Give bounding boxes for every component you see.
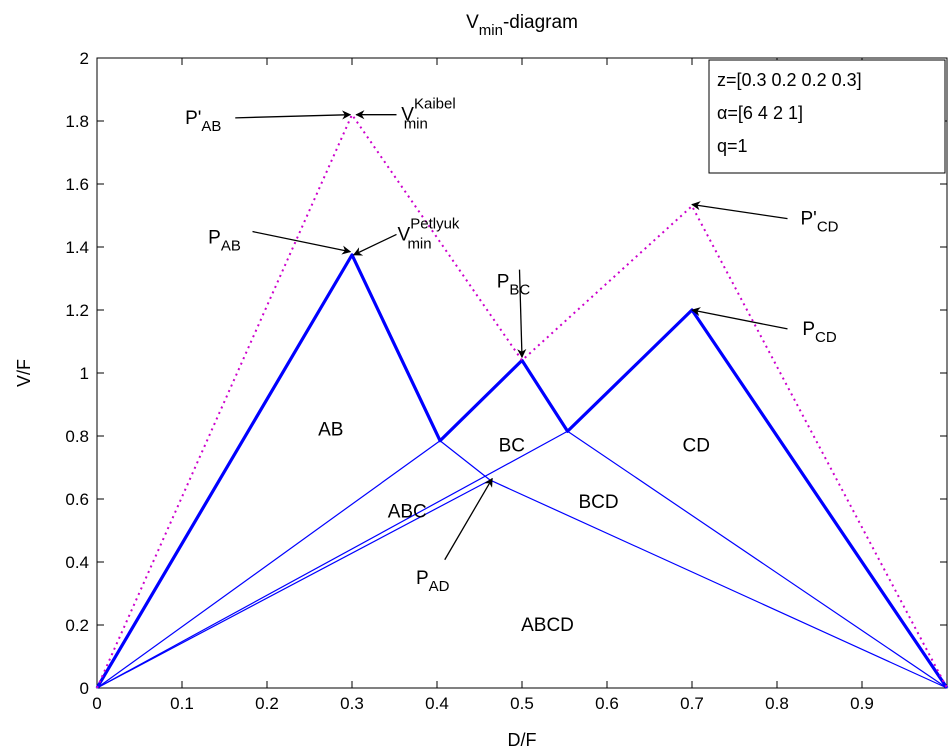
x-tick-label: 0.6 (595, 694, 619, 713)
v-min-petlyuk-label: VPetlyuk min (398, 215, 460, 252)
y-tick-label: 1.2 (65, 301, 89, 320)
p-prime-cd-label: P'CD (801, 209, 839, 236)
p-ad-sub: AD (429, 578, 450, 595)
p-prime-ab-arrow (235, 110, 352, 120)
x-tick-label: 0 (92, 694, 101, 713)
legend-line-text: q=1 (717, 136, 748, 156)
y-tick-label: 1.4 (65, 238, 89, 257)
v-min-petlyuk-sub: min (407, 235, 431, 252)
y-tick-label: 0 (80, 679, 89, 698)
x-tick-label: 0.2 (255, 694, 279, 713)
x-tick-label: 0.5 (510, 694, 534, 713)
y-tick-label: 1 (80, 364, 89, 383)
chart-title: Vmin-diagram (466, 12, 578, 39)
v-min-kaibel-label: VKaibel min (401, 96, 455, 133)
title-rest: -diagram (503, 12, 578, 33)
v-min-kaibel-sub: min (404, 116, 428, 133)
p-prime-cd-sub: CD (817, 219, 839, 236)
x-tick-label: 0.1 (170, 694, 194, 713)
y-tick-label: 0.4 (65, 553, 89, 572)
title-main: V (466, 12, 479, 33)
v-min-petlyuk-main: V (398, 224, 411, 245)
v-min-petlyuk-sup: Petlyuk (410, 215, 460, 232)
legend-line-text: z=[0.3 0.2 0.2 0.3] (717, 70, 862, 90)
region-label: CD (683, 435, 710, 456)
p-cd-arrow (691, 307, 788, 330)
region-label: ABCD (521, 615, 574, 636)
p-ab-main: P (208, 228, 221, 249)
legend-line: α=[6 4 2 1] (717, 103, 803, 123)
p-prime-ab-sub: AB (201, 118, 221, 135)
x-tick-label: 0.8 (765, 694, 789, 713)
p-ad-main: P (416, 568, 429, 589)
series-group (95, 113, 949, 689)
legend-box (708, 59, 946, 174)
y-axis-label: V/F (14, 359, 34, 387)
p-ab-label: PAB (208, 228, 241, 255)
region-label: ABC (388, 502, 427, 523)
v-min-petlyuk-arrow (352, 233, 397, 256)
y-tick-label: 2 (80, 49, 89, 68)
x-tick-label: 0.7 (680, 694, 704, 713)
p-prime-ab-label: P'AB (185, 108, 221, 135)
y-tick-label: 0.8 (65, 427, 89, 446)
y-tick-label: 1.8 (65, 112, 89, 131)
series-line-thin (567, 430, 948, 689)
y-tick-label: 0.6 (65, 490, 89, 509)
axes-group: 0 0.1 0.2 0.3 0.4 0.5 0.6 0.7 0.8 0.9 0 0.2 0.4 0.6 0.… (14, 12, 948, 750)
region-label: BC (499, 435, 525, 456)
p-ad-arrow (444, 477, 493, 561)
p-cd-main: P (802, 319, 815, 340)
p-ad-label: PAD (416, 568, 450, 595)
p-prime-cd-arrow (691, 201, 788, 220)
x-tick-label: 0.9 (850, 694, 874, 713)
v-min-kaibel-sup: Kaibel (414, 96, 456, 113)
p-bc-label: PBC (497, 272, 531, 299)
x-axis-label: D/F (508, 730, 537, 750)
p-ab-arrow (252, 230, 352, 255)
x-tick-label: 0.3 (340, 694, 364, 713)
legend-line: z=[0.3 0.2 0.2 0.3] (717, 70, 862, 90)
series-line-thin (96, 479, 491, 689)
region-label: BCD (578, 492, 618, 513)
series-line-thin (439, 440, 948, 689)
alpha-symbol: α (717, 103, 727, 123)
y-tick-label: 1.6 (65, 175, 89, 194)
p-cd-label: PCD (802, 319, 837, 346)
series-line-thin (96, 430, 568, 689)
legend-group: z=[0.3 0.2 0.2 0.3] α=[6 4 2 1] q=1 (708, 59, 946, 174)
region-labels-group: AB BC CD ABC BCD ABCD (318, 420, 710, 636)
p-bc-arrow (517, 269, 527, 359)
p-prime-ab-main: P' (185, 108, 201, 129)
p-cd-sub: CD (815, 329, 837, 346)
p-ab-sub: AB (221, 238, 241, 255)
p-prime-cd-main: P' (801, 209, 817, 230)
legend-line-text: =[6 4 2 1] (727, 103, 803, 123)
region-label: AB (318, 420, 343, 441)
p-bc-main: P (497, 272, 510, 293)
v-min-kaibel-main: V (401, 105, 414, 126)
title-sub: min (479, 22, 503, 39)
legend-line: q=1 (717, 136, 748, 156)
x-tick-label: 0.4 (425, 694, 449, 713)
y-tick-label: 0.2 (65, 616, 89, 635)
series-line-thin (96, 440, 441, 689)
